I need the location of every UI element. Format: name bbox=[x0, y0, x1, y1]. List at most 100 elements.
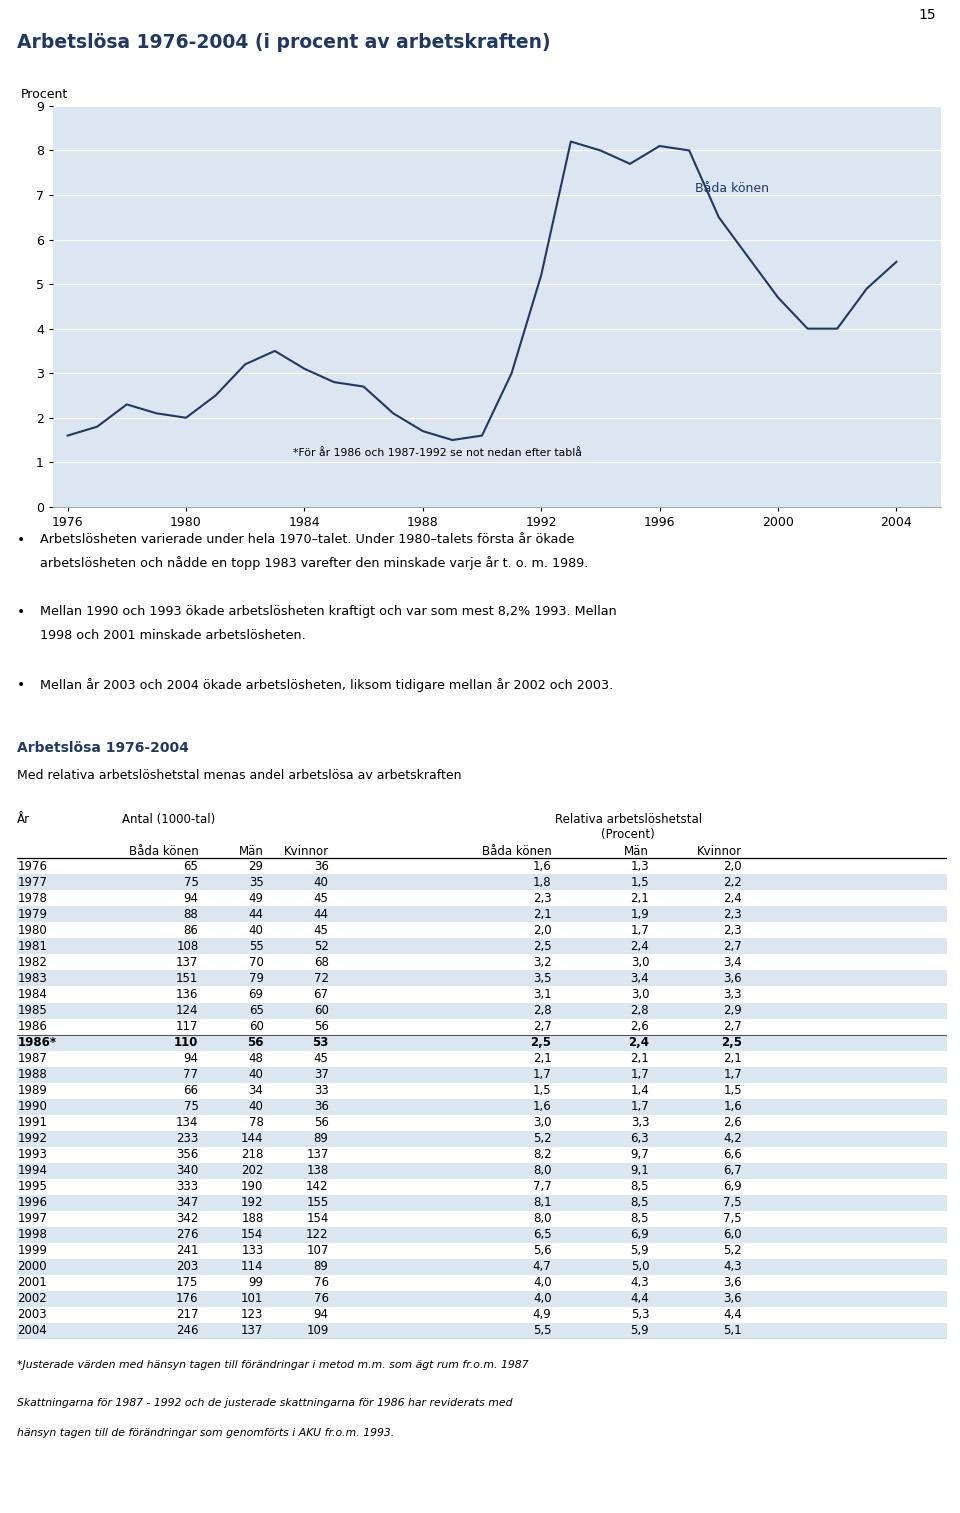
Text: 49: 49 bbox=[249, 891, 264, 905]
Text: 101: 101 bbox=[241, 1292, 264, 1306]
Text: 1997: 1997 bbox=[17, 1212, 47, 1226]
Text: 1,6: 1,6 bbox=[533, 859, 552, 873]
Text: Skattningarna för 1987 - 1992 och de justerade skattningarna för 1986 har revide: Skattningarna för 1987 - 1992 och de jus… bbox=[17, 1398, 513, 1409]
Text: Mellan år 2003 och 2004 ökade arbetslösheten, liksom tidigare mellan år 2002 och: Mellan år 2003 och 2004 ökade arbetslösh… bbox=[40, 678, 613, 691]
Text: 2,7: 2,7 bbox=[533, 1020, 552, 1033]
Text: Män: Män bbox=[239, 844, 264, 858]
Text: 3,3: 3,3 bbox=[724, 988, 742, 1002]
Text: 2,9: 2,9 bbox=[724, 1005, 742, 1017]
Text: 99: 99 bbox=[249, 1277, 264, 1289]
Text: 136: 136 bbox=[176, 988, 199, 1002]
Bar bbox=[17, 1018, 947, 1035]
Text: 1,7: 1,7 bbox=[631, 924, 649, 937]
Text: 2,7: 2,7 bbox=[724, 1020, 742, 1033]
Bar bbox=[17, 1003, 947, 1018]
Text: 1,7: 1,7 bbox=[724, 1068, 742, 1082]
Text: 1976: 1976 bbox=[17, 859, 47, 873]
Text: 6,5: 6,5 bbox=[533, 1229, 552, 1241]
Text: 65: 65 bbox=[249, 1005, 264, 1017]
Text: 1,9: 1,9 bbox=[631, 908, 649, 921]
Text: 217: 217 bbox=[176, 1309, 199, 1321]
Text: 2003: 2003 bbox=[17, 1309, 47, 1321]
Text: 190: 190 bbox=[241, 1180, 264, 1194]
Text: 34: 34 bbox=[249, 1085, 264, 1097]
Bar bbox=[17, 906, 947, 923]
Text: 1,4: 1,4 bbox=[631, 1085, 649, 1097]
Text: 35: 35 bbox=[249, 876, 264, 888]
Text: 202: 202 bbox=[241, 1165, 264, 1177]
Text: 65: 65 bbox=[183, 859, 199, 873]
Text: 1,5: 1,5 bbox=[724, 1085, 742, 1097]
Text: 44: 44 bbox=[249, 908, 264, 921]
Text: 94: 94 bbox=[183, 891, 199, 905]
Text: 5,3: 5,3 bbox=[631, 1309, 649, 1321]
Text: 89: 89 bbox=[314, 1260, 328, 1274]
Text: 1,7: 1,7 bbox=[533, 1068, 552, 1082]
Bar bbox=[17, 986, 947, 1003]
Text: •: • bbox=[17, 605, 26, 619]
Text: Antal (1000-tal): Antal (1000-tal) bbox=[122, 812, 215, 826]
Text: 114: 114 bbox=[241, 1260, 264, 1274]
Text: 1982: 1982 bbox=[17, 956, 47, 968]
Text: 1999: 1999 bbox=[17, 1244, 47, 1257]
Text: 75: 75 bbox=[183, 876, 199, 888]
Text: 108: 108 bbox=[177, 940, 199, 953]
Text: Män: Män bbox=[624, 844, 649, 858]
Text: 40: 40 bbox=[249, 1100, 264, 1114]
Text: 1993: 1993 bbox=[17, 1148, 47, 1162]
Text: 60: 60 bbox=[249, 1020, 264, 1033]
Text: 241: 241 bbox=[176, 1244, 199, 1257]
Text: 8,0: 8,0 bbox=[533, 1165, 552, 1177]
Text: 1989: 1989 bbox=[17, 1085, 47, 1097]
Text: Mellan 1990 och 1993 ökade arbetslösheten kraftigt och var som mest 8,2% 1993. M: Mellan 1990 och 1993 ökade arbetslöshete… bbox=[40, 605, 617, 619]
Text: 218: 218 bbox=[241, 1148, 264, 1162]
Text: 1,3: 1,3 bbox=[631, 859, 649, 873]
Text: 110: 110 bbox=[174, 1036, 199, 1049]
Text: 1990: 1990 bbox=[17, 1100, 47, 1114]
Text: 1,5: 1,5 bbox=[631, 876, 649, 888]
Text: 1,6: 1,6 bbox=[724, 1100, 742, 1114]
Text: Kvinnor: Kvinnor bbox=[283, 844, 328, 858]
Text: 1988: 1988 bbox=[17, 1068, 47, 1082]
Text: 3,5: 3,5 bbox=[533, 971, 552, 985]
Text: 276: 276 bbox=[176, 1229, 199, 1241]
Text: 117: 117 bbox=[176, 1020, 199, 1033]
Text: 246: 246 bbox=[176, 1324, 199, 1337]
Text: 4,4: 4,4 bbox=[631, 1292, 649, 1306]
Text: 9,7: 9,7 bbox=[631, 1148, 649, 1162]
Text: 94: 94 bbox=[314, 1309, 328, 1321]
Text: 3,6: 3,6 bbox=[724, 1277, 742, 1289]
Text: 1981: 1981 bbox=[17, 940, 47, 953]
Bar bbox=[17, 1275, 947, 1291]
Text: 144: 144 bbox=[241, 1132, 264, 1145]
Text: 2,8: 2,8 bbox=[533, 1005, 552, 1017]
Text: 2,1: 2,1 bbox=[533, 908, 552, 921]
Text: 1986*: 1986* bbox=[17, 1036, 57, 1049]
Text: 2,7: 2,7 bbox=[724, 940, 742, 953]
Text: 333: 333 bbox=[177, 1180, 199, 1194]
Text: 4,2: 4,2 bbox=[724, 1132, 742, 1145]
Bar bbox=[17, 1130, 947, 1147]
Text: Procent: Procent bbox=[21, 88, 68, 101]
Text: (Procent): (Procent) bbox=[601, 828, 655, 841]
Text: 1,7: 1,7 bbox=[631, 1068, 649, 1082]
Text: 2,4: 2,4 bbox=[631, 940, 649, 953]
Text: 124: 124 bbox=[176, 1005, 199, 1017]
Text: 347: 347 bbox=[176, 1197, 199, 1209]
Text: 4,0: 4,0 bbox=[533, 1277, 552, 1289]
Text: 176: 176 bbox=[176, 1292, 199, 1306]
Text: hänsyn tagen till de förändringar som genomförts i AKU fr.o.m. 1993.: hänsyn tagen till de förändringar som ge… bbox=[17, 1428, 395, 1437]
Text: 53: 53 bbox=[312, 1036, 328, 1049]
Text: 5,0: 5,0 bbox=[631, 1260, 649, 1274]
Text: 3,0: 3,0 bbox=[631, 988, 649, 1002]
Text: 8,1: 8,1 bbox=[533, 1197, 552, 1209]
Text: 2,5: 2,5 bbox=[721, 1036, 742, 1049]
Bar bbox=[17, 1098, 947, 1115]
Text: 52: 52 bbox=[314, 940, 328, 953]
Text: 175: 175 bbox=[176, 1277, 199, 1289]
Text: 2,0: 2,0 bbox=[724, 859, 742, 873]
Text: 44: 44 bbox=[314, 908, 328, 921]
Bar bbox=[17, 890, 947, 906]
Text: 1,7: 1,7 bbox=[631, 1100, 649, 1114]
Text: 5,2: 5,2 bbox=[724, 1244, 742, 1257]
